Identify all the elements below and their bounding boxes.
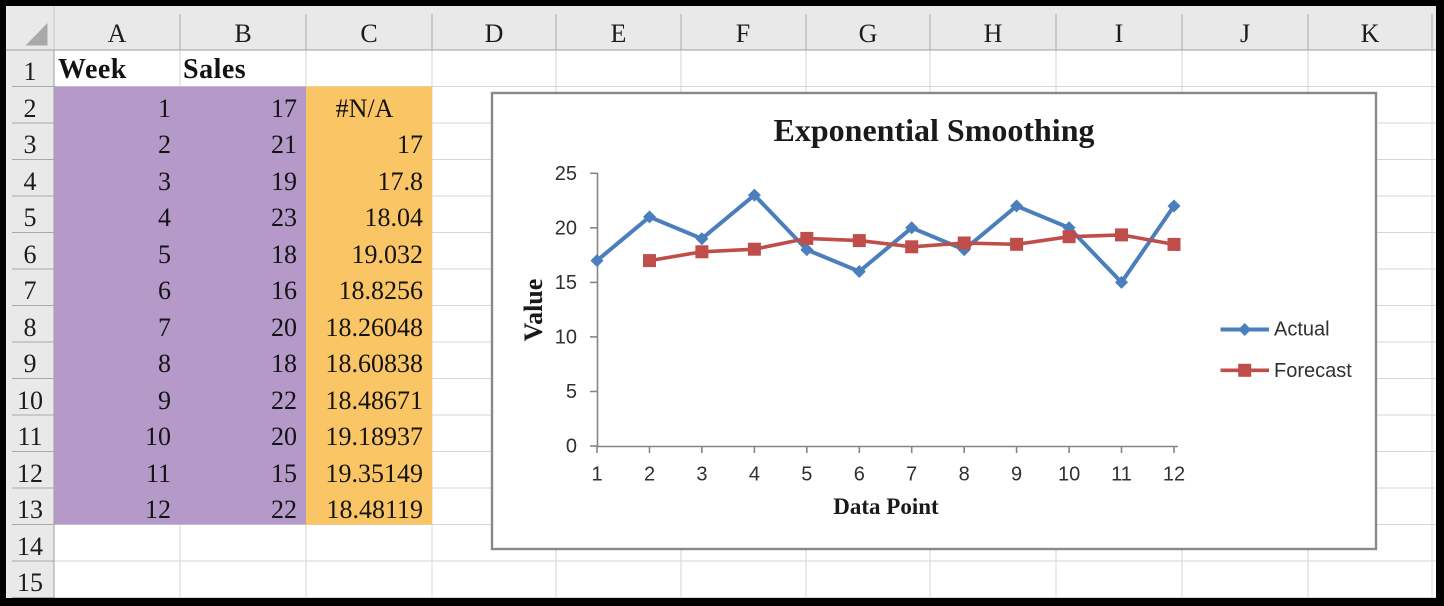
svg-text:1: 1 bbox=[591, 463, 602, 485]
svg-text:12: 12 bbox=[1163, 463, 1185, 485]
svg-text:2: 2 bbox=[644, 463, 655, 485]
svg-text:Data Point: Data Point bbox=[833, 494, 939, 519]
svg-text:5: 5 bbox=[801, 463, 812, 485]
svg-text:9: 9 bbox=[1011, 463, 1022, 485]
svg-text:7: 7 bbox=[906, 463, 917, 485]
svg-text:25: 25 bbox=[555, 163, 577, 185]
svg-text:15: 15 bbox=[555, 272, 577, 294]
svg-text:3: 3 bbox=[696, 463, 707, 485]
svg-text:6: 6 bbox=[854, 463, 865, 485]
svg-text:8: 8 bbox=[959, 463, 970, 485]
svg-text:5: 5 bbox=[566, 381, 577, 403]
svg-text:Actual: Actual bbox=[1274, 319, 1330, 341]
svg-text:20: 20 bbox=[555, 218, 577, 240]
svg-text:Forecast: Forecast bbox=[1274, 360, 1352, 382]
svg-text:Exponential Smoothing: Exponential Smoothing bbox=[774, 112, 1095, 148]
svg-text:11: 11 bbox=[1111, 463, 1132, 485]
svg-text:0: 0 bbox=[566, 436, 577, 458]
svg-text:10: 10 bbox=[555, 327, 577, 349]
svg-text:Value: Value bbox=[519, 279, 548, 342]
svg-text:4: 4 bbox=[749, 463, 760, 485]
svg-text:10: 10 bbox=[1058, 463, 1080, 485]
